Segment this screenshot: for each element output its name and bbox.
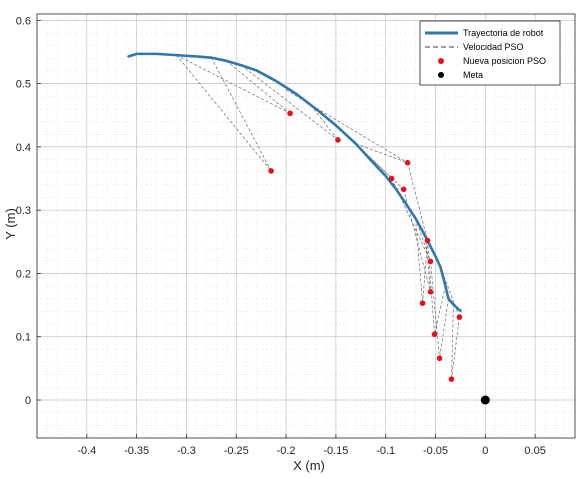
x-tick-label: -0.05 — [423, 445, 448, 457]
pso-position-point — [335, 137, 341, 143]
velocity-segment — [451, 304, 454, 380]
goal-point — [480, 395, 490, 405]
legend-new-position-swatch — [438, 58, 444, 64]
y-tick-label: 0 — [25, 395, 31, 407]
velocity-segment — [285, 89, 408, 164]
robot-trajectory — [127, 52, 462, 313]
y-tick-label: 0.4 — [16, 142, 31, 154]
velocity-segment — [365, 152, 404, 190]
x-tick-label: -0.15 — [323, 445, 348, 457]
pso-position-point — [287, 110, 293, 117]
pso-position-point — [427, 258, 434, 265]
velocity-segment — [430, 261, 440, 359]
velocity-segment — [226, 60, 291, 114]
x-tick-label: 0.05 — [524, 445, 545, 457]
y-tick-label: 0.1 — [16, 332, 31, 344]
velocity-segment — [415, 218, 423, 304]
velocity-segment — [422, 240, 428, 304]
x-axis-label: X (m) — [293, 458, 325, 473]
legend: Trayectoria de robot Velocidad PSO Nueva… — [419, 20, 561, 86]
legend-goal-label: Meta — [463, 70, 483, 80]
y-tick-label: 0.3 — [16, 205, 31, 217]
velocity-segment — [241, 64, 339, 141]
x-tick-label: -0.3 — [177, 445, 196, 457]
pso-position-point — [436, 355, 443, 362]
velocity-segment — [439, 298, 449, 359]
y-tick-label: 0.2 — [16, 268, 31, 280]
legend-goal-swatch — [438, 72, 444, 78]
pso-position-point — [419, 300, 426, 307]
velocity-segment — [176, 54, 291, 114]
trajectory-line — [127, 52, 462, 313]
velocity-segment — [310, 104, 339, 141]
y-tick-label: 0.5 — [16, 79, 31, 91]
pso-position-point — [456, 314, 463, 320]
x-tick-label: -0.25 — [224, 445, 249, 457]
y-axis-label: Y (m) — [3, 208, 18, 240]
x-axis-ticks: -0.4 -0.35 -0.3 -0.25 -0.2 -0.15 -0.1 -0.05 0 0.0… — [77, 434, 546, 457]
velocity-segment — [427, 240, 435, 335]
velocity-segment — [425, 236, 431, 292]
pso-position-point — [400, 186, 407, 193]
legend-trajectory-label: Trayectoria de robot — [463, 28, 544, 38]
x-tick-label: -0.1 — [376, 445, 395, 457]
legend-velocity-label: Velocidad PSO — [463, 42, 524, 52]
pso-position-point — [404, 159, 411, 166]
x-tick-label: 0 — [482, 445, 488, 457]
velocity-segment — [440, 267, 460, 318]
pso-position-point — [388, 175, 395, 182]
plot-frame — [36, 13, 576, 439]
y-axis-ticks: 0 0.1 0.2 0.3 0.4 0.5 0.6 — [16, 15, 41, 407]
legend-new-position-label: Nueva posicion PSO — [463, 56, 546, 66]
pso-position-point — [268, 168, 274, 174]
velocity-segment — [407, 162, 428, 241]
pso-points — [268, 110, 490, 405]
x-tick-label: -0.35 — [124, 445, 149, 457]
pso-position-point — [427, 289, 434, 295]
velocity-segment — [451, 317, 460, 380]
x-tick-label: -0.2 — [277, 445, 296, 457]
x-tick-label: -0.4 — [77, 445, 96, 457]
axes-box — [36, 13, 576, 439]
velocity-segment — [211, 57, 272, 172]
velocity-segment — [355, 143, 408, 164]
pso-position-point — [448, 376, 455, 382]
pso-position-point — [431, 331, 438, 338]
pso-position-point — [424, 237, 431, 244]
y-tick-label: 0.6 — [16, 15, 31, 27]
